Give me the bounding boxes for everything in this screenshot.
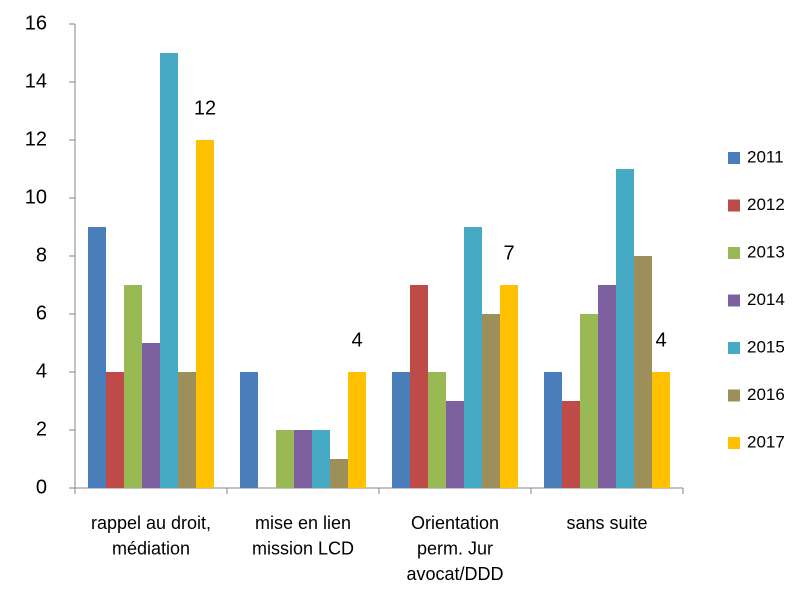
legend-swatch xyxy=(728,437,740,449)
bar xyxy=(330,459,348,488)
bar xyxy=(142,343,160,488)
y-tick-label: 16 xyxy=(25,12,47,34)
bar xyxy=(562,401,580,488)
bar xyxy=(544,372,562,488)
legend-swatch xyxy=(728,389,740,402)
bar xyxy=(634,256,652,488)
bar xyxy=(276,430,294,488)
bar xyxy=(580,314,598,488)
bar xyxy=(598,285,616,488)
data-label: 7 xyxy=(503,242,514,264)
y-tick-label: 8 xyxy=(36,244,47,266)
data-label: 4 xyxy=(351,329,362,351)
bar xyxy=(500,285,518,488)
y-tick-label: 2 xyxy=(36,418,47,440)
legend-label: 2011 xyxy=(747,147,784,166)
bar xyxy=(392,372,410,488)
bar xyxy=(652,372,670,488)
bar xyxy=(294,430,312,488)
bar xyxy=(428,372,446,488)
x-tick-label: mise en lien mission LCD xyxy=(252,513,354,559)
x-tick-label: sans suite xyxy=(566,513,647,533)
bar xyxy=(240,372,258,488)
bar xyxy=(464,227,482,488)
legend-label: 2014 xyxy=(747,290,785,309)
data-label: 4 xyxy=(655,329,666,351)
bar xyxy=(410,285,428,488)
legend-swatch xyxy=(728,199,740,212)
bar xyxy=(312,430,330,488)
y-tick-label: 12 xyxy=(25,128,47,150)
bar xyxy=(482,314,500,488)
legend-label: 2013 xyxy=(747,242,785,261)
x-tick-label: Orientation perm. Jur avocat/DDD xyxy=(406,513,503,584)
y-tick-label: 10 xyxy=(25,186,47,208)
data-label: 12 xyxy=(194,97,216,119)
legend-swatch xyxy=(728,247,740,259)
bar xyxy=(124,285,142,488)
legend-label: 2017 xyxy=(747,432,785,451)
y-tick-label: 4 xyxy=(36,360,47,382)
x-tick-label: rappel au droit, médiation xyxy=(91,513,211,559)
legend-swatch xyxy=(728,294,740,307)
y-tick-label: 0 xyxy=(36,476,47,498)
legend-label: 2016 xyxy=(747,385,785,404)
legend-label: 2012 xyxy=(747,195,785,214)
bar xyxy=(178,372,196,488)
bar xyxy=(88,227,106,488)
bar xyxy=(446,401,464,488)
bar xyxy=(106,372,124,488)
legend-swatch xyxy=(728,152,740,164)
y-tick-label: 6 xyxy=(36,302,47,324)
y-tick-label: 14 xyxy=(25,70,47,92)
bar xyxy=(196,140,214,488)
legend-swatch xyxy=(728,342,740,354)
bar xyxy=(616,169,634,488)
bar xyxy=(160,53,178,488)
bar xyxy=(348,372,366,488)
legend-label: 2015 xyxy=(747,337,785,356)
